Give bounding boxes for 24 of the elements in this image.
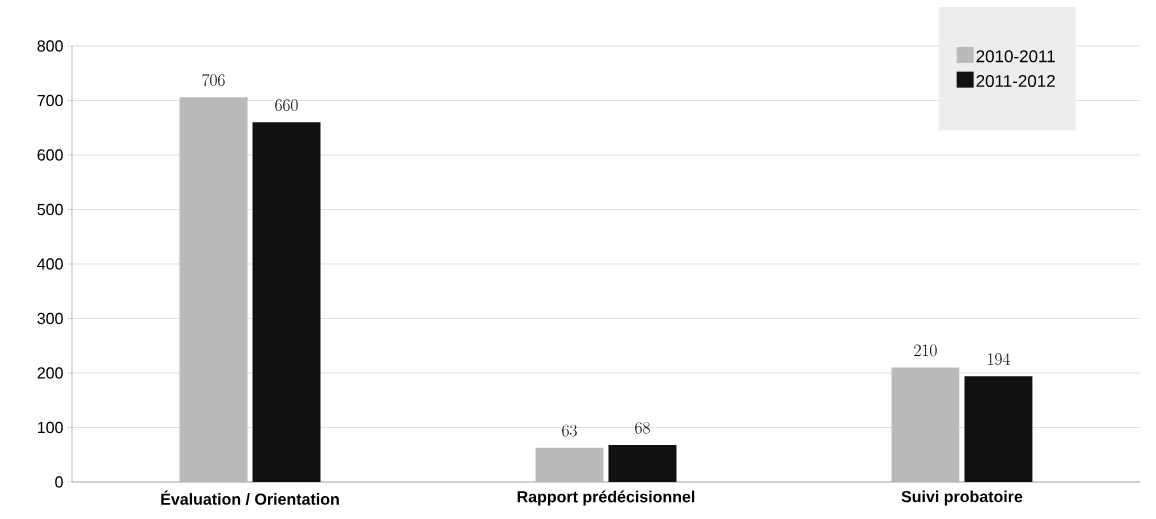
data-label: 63	[562, 424, 577, 437]
bar	[608, 444, 677, 482]
y-tick-label: 300	[37, 312, 63, 325]
y-tick-label: 200	[37, 367, 63, 379]
bar	[535, 447, 604, 482]
legend-label: 2011-2012	[976, 74, 1055, 87]
bar	[964, 376, 1033, 482]
y-tick-label: 600	[37, 149, 63, 161]
y-tick-label: 800	[37, 40, 63, 52]
data-label: 194	[988, 353, 1010, 366]
data-label: 68	[635, 421, 650, 434]
legend-label: 2010-2011	[976, 50, 1055, 63]
y-tick-label: 400	[37, 258, 63, 270]
x-tick-label: Rapport prédécisionnel	[517, 490, 695, 506]
x-tick-label: Suivi probatoire	[901, 490, 1023, 506]
bar	[252, 122, 321, 482]
data-label: 210	[914, 344, 937, 357]
data-label: 706	[202, 73, 225, 86]
y-tick-label: 500	[37, 203, 63, 216]
y-tick-label: 700	[37, 94, 63, 107]
x-tick-label: Évaluation / Orientation	[161, 490, 339, 506]
data-label: 660	[275, 99, 298, 112]
y-tick-label: 100	[38, 421, 63, 434]
y-tick-label: 0	[55, 476, 63, 488]
